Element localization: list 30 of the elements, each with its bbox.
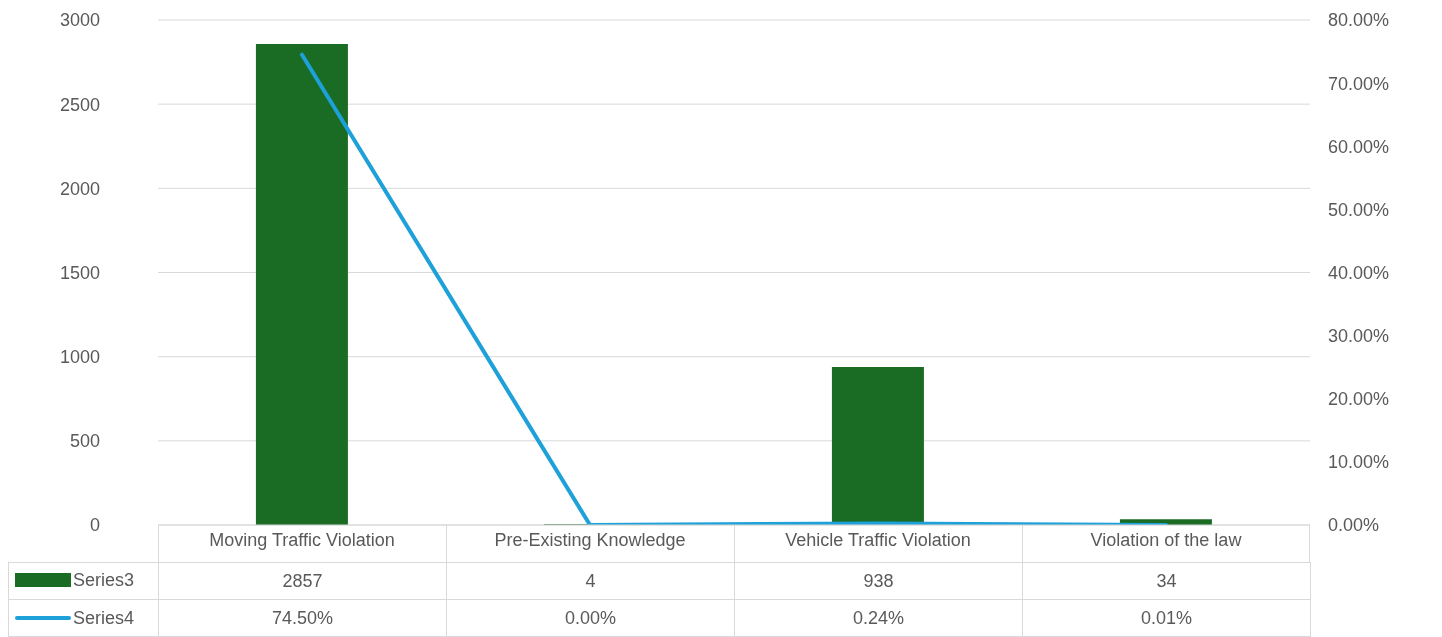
data-label: 74.50% [158,599,447,637]
y2-tick-label: 20.00% [1328,389,1390,410]
data-label: 2857 [158,562,447,600]
data-label: 4 [446,562,735,600]
y2-tick-label: 50.00% [1328,199,1390,220]
y2-tick-label: 40.00% [1328,262,1390,283]
y2-tick-label: 80.00% [1328,10,1390,31]
y-tick-label: 1500 [59,262,100,283]
x-tick-label: Violation of the law [1090,529,1243,550]
y-tick-label: 2000 [59,178,100,199]
y-tick-label: 2500 [59,94,100,115]
y2-tick-label: 60.00% [1328,136,1390,157]
data-label: 34 [1022,562,1311,600]
y-tick-label: 3000 [59,10,100,31]
x-tick-label: Moving Traffic Violation [209,529,395,550]
legend-label: Series4 [73,607,135,629]
y-tick-label: 1000 [59,347,100,368]
x-tick-label: Vehicle Traffic Violation [785,529,971,550]
y-tick-label: 500 [69,431,100,452]
data-label: 0.00% [446,599,735,637]
y2-tick-label: 70.00% [1328,73,1390,94]
y2-tick-label: 10.00% [1328,452,1390,473]
data-label: 0.24% [734,599,1023,637]
data-label: 938 [734,562,1023,600]
y2-tick-label: 0.00% [1328,515,1380,536]
data-label: 0.01% [1022,599,1311,637]
x-tick-label: Pre-Existing Knowledge [494,529,686,550]
legend-label: Series3 [73,569,135,591]
y-tick-label: 0 [89,515,100,536]
y2-tick-label: 30.00% [1328,326,1390,347]
